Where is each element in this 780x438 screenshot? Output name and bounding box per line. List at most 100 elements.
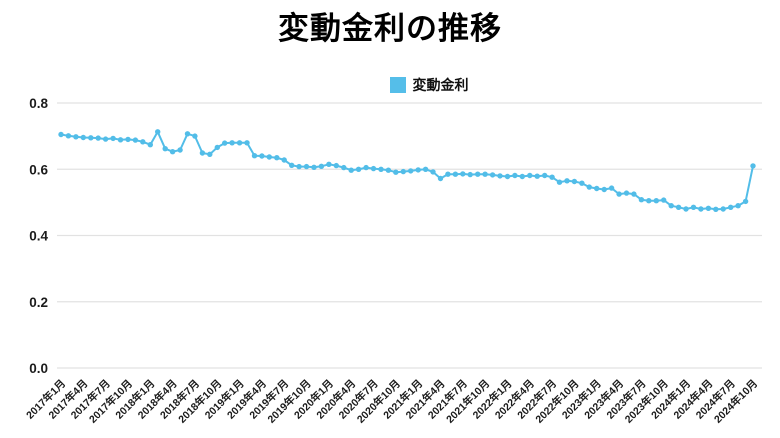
data-point-marker — [244, 140, 250, 146]
data-point-marker — [132, 137, 139, 143]
data-point-marker — [370, 165, 377, 172]
chart-title: 変動金利の推移 — [278, 11, 502, 46]
data-point-marker — [184, 131, 191, 137]
y-axis-tick-label: 0.8 — [29, 96, 48, 111]
data-point-marker — [549, 174, 555, 180]
data-point-marker — [527, 172, 533, 179]
data-point-marker — [586, 184, 592, 190]
data-point-marker — [497, 173, 503, 179]
data-point-marker — [80, 134, 87, 141]
data-point-marker — [207, 151, 213, 157]
data-point-marker — [661, 197, 667, 203]
data-point-marker — [296, 163, 302, 170]
data-point-marker — [594, 185, 600, 192]
data-point-marker — [504, 173, 511, 180]
legend-swatch-icon — [389, 77, 406, 93]
data-point-marker — [341, 164, 347, 171]
data-point-marker — [683, 206, 689, 212]
data-point-marker — [519, 173, 525, 180]
data-point-marker — [318, 163, 325, 169]
data-point-marker — [266, 154, 272, 160]
data-point-marker — [467, 171, 473, 178]
data-point-marker — [73, 134, 79, 140]
data-point-marker — [385, 167, 392, 173]
data-point-marker — [408, 168, 414, 174]
data-point-marker — [348, 167, 354, 173]
data-point-marker — [229, 140, 235, 146]
data-point-marker — [735, 203, 741, 209]
data-point-marker — [556, 179, 563, 185]
data-point-marker — [355, 166, 362, 172]
data-point-marker — [705, 205, 712, 211]
data-point-marker — [460, 171, 466, 177]
data-point-marker — [512, 172, 518, 179]
legend: 変動金利 — [39, 75, 780, 95]
data-point-marker — [363, 164, 369, 171]
y-axis-tick-label: 0.4 — [29, 229, 48, 244]
data-point-marker — [117, 137, 124, 143]
data-point-marker — [303, 163, 310, 170]
data-point-marker — [251, 153, 258, 159]
data-point-marker — [638, 197, 645, 203]
data-point-marker — [289, 162, 295, 168]
y-axis-tick-label: 0.0 — [29, 361, 48, 376]
data-point-marker — [88, 135, 94, 141]
data-point-marker — [110, 135, 116, 142]
data-point-marker — [564, 178, 570, 184]
data-point-marker — [445, 171, 451, 177]
data-point-marker — [571, 178, 578, 185]
data-point-marker — [608, 185, 615, 191]
data-point-marker — [222, 140, 228, 146]
y-axis-tick-label: 0.2 — [29, 295, 48, 310]
data-point-marker — [542, 172, 548, 179]
data-point-marker — [623, 190, 630, 196]
data-point-marker — [534, 173, 540, 179]
series-line — [60, 130, 754, 211]
data-point-marker — [482, 171, 488, 177]
data-point-marker — [326, 161, 332, 167]
data-point-marker — [199, 150, 206, 156]
data-point-marker — [281, 157, 287, 163]
data-point-marker — [169, 149, 176, 155]
data-point-marker — [713, 206, 719, 212]
data-point-marker — [668, 203, 674, 209]
data-point-marker — [475, 171, 481, 177]
legend-label: 変動金利 — [412, 77, 469, 93]
data-point-marker — [698, 206, 704, 212]
data-point-marker — [452, 171, 459, 177]
data-point-marker — [236, 140, 243, 146]
data-point-marker — [214, 144, 220, 151]
data-point-marker — [675, 204, 682, 210]
data-point-marker — [311, 164, 317, 170]
data-point-marker — [192, 133, 198, 139]
y-axis-tick-label: 0.6 — [29, 162, 48, 177]
data-point-marker — [579, 180, 585, 186]
data-point-marker — [125, 136, 131, 143]
data-point-marker — [259, 153, 265, 159]
data-point-marker — [140, 139, 146, 145]
data-point-marker — [65, 133, 72, 139]
data-point-marker — [646, 198, 652, 204]
data-point-marker — [155, 129, 161, 135]
data-point-marker — [631, 191, 637, 197]
data-point-marker — [437, 175, 444, 182]
data-point-marker — [616, 191, 622, 197]
data-point-marker — [393, 169, 399, 175]
data-point-marker — [742, 198, 749, 205]
data-point-marker — [58, 131, 64, 138]
data-point-marker — [430, 169, 436, 175]
data-point-marker — [102, 136, 109, 142]
data-point-marker — [95, 135, 101, 141]
data-point-marker — [400, 168, 406, 175]
data-point-marker — [378, 166, 384, 172]
data-point-marker — [333, 162, 339, 169]
data-point-marker — [720, 206, 726, 212]
data-point-marker — [422, 166, 429, 172]
data-point-marker — [274, 155, 280, 161]
data-point-marker — [489, 172, 496, 178]
data-point-marker — [750, 163, 756, 169]
data-point-marker — [177, 147, 183, 153]
data-point-marker — [147, 142, 153, 148]
